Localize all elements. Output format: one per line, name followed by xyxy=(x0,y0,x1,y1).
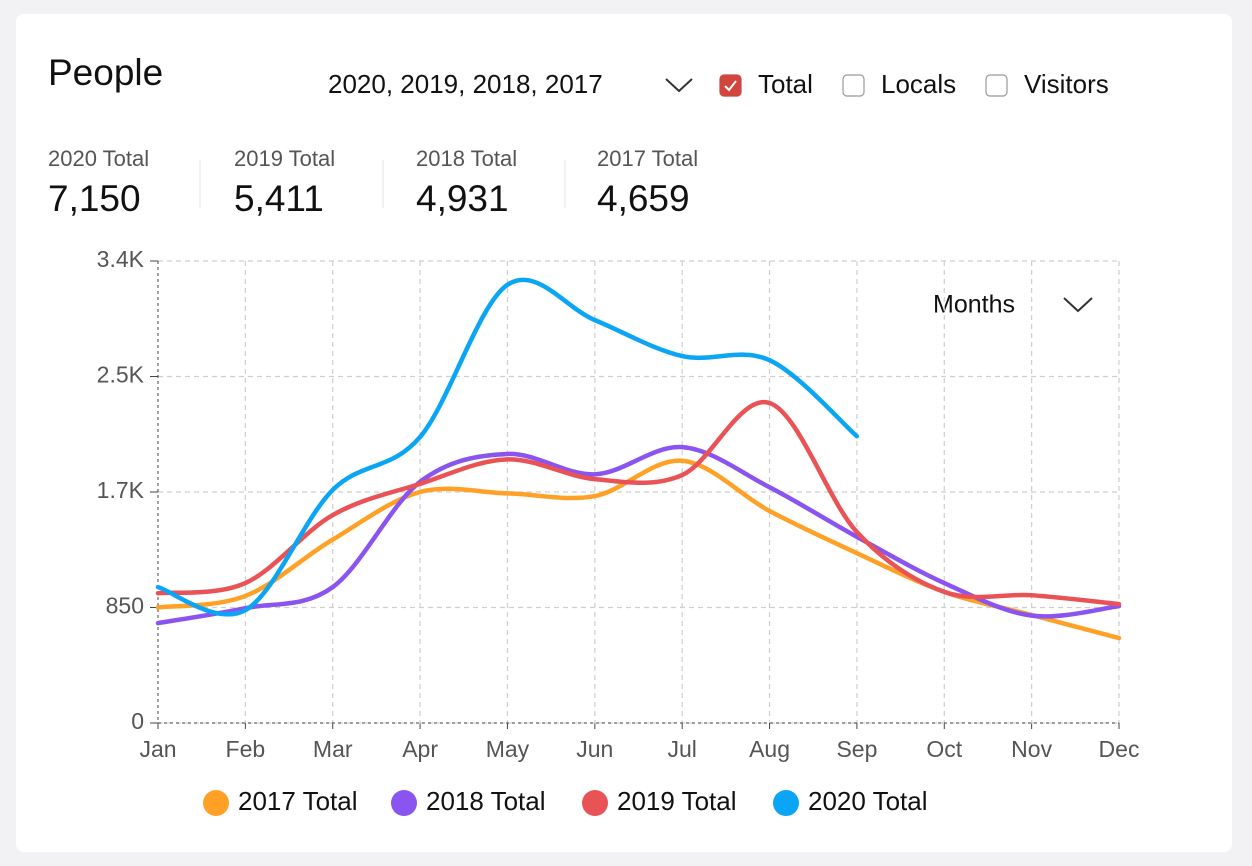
legend-label[interactable]: 2017 Total xyxy=(238,786,358,816)
checkbox[interactable] xyxy=(842,74,865,97)
card xyxy=(16,14,1232,852)
stat-value: 4,659 xyxy=(597,178,690,219)
legend-swatch[interactable] xyxy=(773,790,799,816)
line-series xyxy=(155,277,860,617)
x-tick-label: Aug xyxy=(749,736,790,762)
stat-label: 2020 Total xyxy=(48,146,149,171)
period-chevron[interactable] xyxy=(1063,297,1093,313)
checkbox-label[interactable]: Locals xyxy=(881,69,956,99)
x-tick-label: Apr xyxy=(402,736,438,762)
legend-label[interactable]: 2020 Total xyxy=(808,786,928,816)
filter-chevron[interactable] xyxy=(665,78,693,93)
checkbox[interactable] xyxy=(985,74,1008,97)
legend-swatch[interactable] xyxy=(203,790,229,816)
x-tick-label: Jan xyxy=(139,736,176,762)
stat-label: 2019 Total xyxy=(234,146,335,171)
x-tick-label: Sep xyxy=(836,736,877,762)
line-series xyxy=(155,399,1122,607)
stat-value: 7,150 xyxy=(48,178,141,219)
stat-value: 5,411 xyxy=(234,178,324,219)
x-tick-label: Jul xyxy=(667,736,696,762)
stat-label: 2017 Total xyxy=(597,146,698,171)
checkbox[interactable] xyxy=(719,74,742,97)
x-tick-label: Mar xyxy=(313,736,353,762)
y-tick-label: 2.5K xyxy=(97,362,145,388)
y-tick-label: 0 xyxy=(131,708,144,734)
stat-value: 4,931 xyxy=(416,178,509,219)
x-tick-label: Dec xyxy=(1099,736,1140,762)
y-tick-label: 3.4K xyxy=(97,246,145,272)
x-tick-label: Oct xyxy=(926,736,962,762)
checkbox-label[interactable]: Total xyxy=(758,69,813,99)
stat-label: 2018 Total xyxy=(416,146,517,171)
y-tick-label: 850 xyxy=(106,593,144,619)
x-tick-label: Nov xyxy=(1011,736,1052,762)
legend-label[interactable]: 2019 Total xyxy=(617,786,737,816)
legend-swatch[interactable] xyxy=(582,790,608,816)
x-tick-label: Jun xyxy=(576,736,613,762)
title: People xyxy=(48,52,163,93)
legend-swatch[interactable] xyxy=(391,790,417,816)
year-filter[interactable]: 2020, 2019, 2018, 2017 xyxy=(328,69,603,99)
y-tick-label: 1.7K xyxy=(97,477,145,503)
legend-label[interactable]: 2018 Total xyxy=(426,786,546,816)
x-tick-label: Feb xyxy=(226,736,266,762)
period-dropdown[interactable]: Months xyxy=(933,291,1015,319)
checkbox-label[interactable]: Visitors xyxy=(1024,69,1109,99)
line-series xyxy=(155,444,1122,626)
checkmark xyxy=(724,80,737,92)
x-tick-label: May xyxy=(486,736,530,762)
